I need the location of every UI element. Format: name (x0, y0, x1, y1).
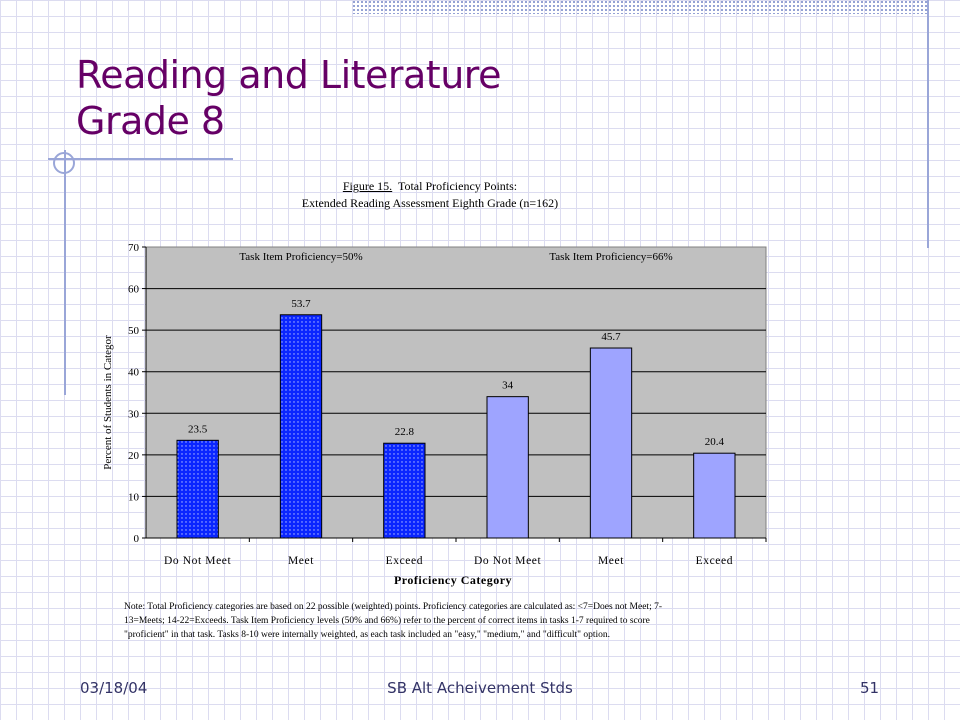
y-tick-label: 50 (128, 325, 140, 337)
bar (383, 442, 426, 539)
note-line-2: 13=Meets; 14-22=Exceeds. Task Item Profi… (124, 616, 650, 626)
bar (279, 314, 323, 539)
title-underline-accent (48, 158, 233, 160)
y-tick-label: 40 (128, 367, 140, 379)
chart-note: Note: Total Proficiency categories are b… (124, 600, 764, 642)
right-accent-line (927, 0, 929, 248)
y-tick-label: 30 (128, 408, 140, 420)
accent-circle (53, 152, 75, 174)
y-tick-label: 20 (128, 450, 140, 462)
chart-subtitle: Extended Reading Assessment Eighth Grade… (301, 196, 559, 210)
chart-title: Figure 15. Total Proficiency Points: Ext… (230, 178, 630, 212)
top-right-dot-band (352, 0, 927, 14)
bar-value-label: 34 (502, 380, 514, 392)
x-tick-label: Do Not Meet (164, 555, 231, 567)
bar-value-label: 20.4 (705, 436, 725, 448)
x-tick-label: Exceed (386, 555, 423, 567)
bar (589, 347, 633, 539)
slide-title-line2: Grade 8 (76, 99, 225, 143)
figure-label: Figure 15. (342, 179, 393, 193)
bar (176, 439, 219, 539)
note-line-3: "proficient" in that task. Tasks 8-10 we… (124, 630, 611, 640)
y-tick-label: 0 (134, 533, 140, 545)
x-tick-label: Meet (598, 555, 624, 567)
footer-title: SB Alt Acheivement Stds (387, 679, 573, 697)
bar (693, 452, 736, 539)
bar-value-label: 45.7 (601, 331, 621, 343)
plot-area (145, 246, 767, 539)
x-tick-label: Meet (288, 555, 314, 567)
bar-value-label: 53.7 (291, 298, 311, 310)
left-accent-line (64, 150, 66, 395)
bar (486, 396, 529, 539)
y-tick-label: 10 (128, 491, 140, 503)
chart-title-text: Total Proficiency Points: (397, 179, 518, 193)
group-label: Task Item Proficiency=50% (239, 251, 362, 263)
note-line-1: Note: Total Proficiency categories are b… (124, 602, 663, 612)
bar-value-label: 23.5 (188, 423, 208, 435)
page-number: 51 (860, 679, 880, 697)
x-axis-title: Proficiency Category (394, 573, 512, 587)
y-axis-title: Percent of Students in Categor (102, 335, 114, 470)
footer-date: 03/18/04 (80, 679, 148, 697)
y-tick-label: 60 (128, 284, 140, 296)
x-tick-label: Do Not Meet (474, 555, 541, 567)
group-label: Task Item Proficiency=66% (549, 251, 672, 263)
y-tick-label: 70 (128, 242, 140, 254)
slide-title: Reading and Literature Grade 8 (76, 52, 501, 144)
slide-title-line1: Reading and Literature (76, 53, 501, 97)
x-tick-label: Exceed (696, 555, 733, 567)
bar-value-label: 22.8 (395, 426, 415, 438)
